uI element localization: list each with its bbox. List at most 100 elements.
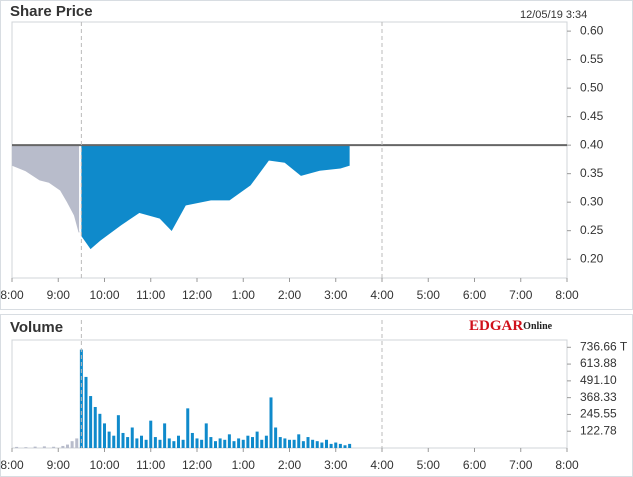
y-tick-label: 491.10 <box>580 373 617 387</box>
x-tick-label: 8:00 <box>555 288 579 302</box>
x-tick-label: 12:00 <box>182 288 212 302</box>
bar <box>338 443 342 448</box>
y-tick-label: 0.60 <box>580 23 604 37</box>
x-tick-label: 8:00 <box>0 458 24 472</box>
x-tick-label: 4:00 <box>370 458 394 472</box>
y-tick-label: 613.88 <box>580 356 617 370</box>
bar <box>232 441 236 448</box>
x-tick-label: 10:00 <box>89 458 119 472</box>
bar <box>297 434 301 448</box>
bar <box>200 439 204 448</box>
bar <box>107 431 111 448</box>
bar <box>260 439 264 448</box>
x-tick-label: 2:00 <box>278 288 302 302</box>
x-tick-label: 11:00 <box>136 458 165 472</box>
bar <box>33 446 37 448</box>
bar <box>93 406 97 448</box>
bar <box>52 446 56 448</box>
y-tick-label: 245.55 <box>580 407 617 421</box>
x-tick-label: 5:00 <box>417 288 441 302</box>
bar <box>126 437 130 448</box>
bar <box>306 437 310 448</box>
bar <box>190 432 194 448</box>
y-tick-label: 0.35 <box>580 166 604 180</box>
bar <box>42 446 46 448</box>
area-fill <box>12 145 80 233</box>
bar <box>334 442 338 448</box>
bar <box>186 408 190 448</box>
bar <box>325 439 328 448</box>
area-line <box>80 159 350 250</box>
bar <box>135 438 139 448</box>
y-tick-label: 736.66 T <box>580 339 628 353</box>
x-tick-label: 6:00 <box>463 458 487 472</box>
x-tick-label: 9:00 <box>47 288 71 302</box>
x-tick-label: 5:00 <box>417 458 441 472</box>
y-tick-label: 122.78 <box>580 423 617 437</box>
area-line <box>11 164 80 233</box>
bar <box>140 435 143 448</box>
bar <box>348 443 352 448</box>
panel-border <box>0 314 633 477</box>
y-tick-label: 0.30 <box>580 194 604 208</box>
logo: EDGAROnline <box>469 318 553 334</box>
x-tick-label: 9:00 <box>47 458 71 472</box>
x-tick-label: 7:00 <box>509 458 533 472</box>
x-tick-label: 10:00 <box>89 288 119 302</box>
bar <box>320 442 324 448</box>
x-tick-label: 12:00 <box>182 458 212 472</box>
bar <box>158 439 162 448</box>
bar <box>153 437 157 448</box>
logo-suffix: Online <box>523 321 552 332</box>
bar <box>103 423 106 448</box>
bar <box>121 432 125 448</box>
bar <box>246 435 250 448</box>
bar <box>61 445 65 448</box>
bar <box>116 415 120 448</box>
bar <box>264 435 268 448</box>
bar <box>255 431 259 448</box>
bar <box>278 437 282 448</box>
bar <box>227 434 231 448</box>
y-tick-label: 0.20 <box>580 251 604 265</box>
bar <box>241 439 245 448</box>
bar <box>269 397 273 448</box>
bar <box>98 413 102 448</box>
chart-title: Volume <box>10 319 63 336</box>
y-tick-label: 0.25 <box>580 223 604 237</box>
y-tick-label: 0.40 <box>580 137 604 151</box>
x-tick-label: 8:00 <box>555 458 579 472</box>
x-tick-label: 7:00 <box>509 288 533 302</box>
x-tick-label: 1:00 <box>232 288 256 302</box>
bar <box>181 439 185 448</box>
bar <box>163 423 167 448</box>
chart-title: Share Price <box>10 3 93 20</box>
bar <box>343 445 347 448</box>
bar <box>144 439 148 448</box>
bar <box>214 441 217 448</box>
bar <box>218 438 222 448</box>
bar <box>251 437 254 448</box>
bar <box>288 439 291 448</box>
x-tick-label: 3:00 <box>324 288 348 302</box>
bar <box>177 435 180 448</box>
bar <box>167 438 171 448</box>
bar <box>149 420 153 448</box>
bar <box>66 444 69 448</box>
bar <box>70 441 74 448</box>
x-tick-label: 8:00 <box>0 288 24 302</box>
bar <box>75 438 79 448</box>
bar <box>130 427 134 448</box>
y-tick-label: 0.45 <box>580 109 604 123</box>
bar <box>237 438 241 448</box>
bar <box>172 441 176 448</box>
bar <box>283 438 287 448</box>
x-tick-label: 4:00 <box>370 288 394 302</box>
bar <box>223 439 227 448</box>
area-fill <box>81 145 350 249</box>
y-tick-label: 0.55 <box>580 52 604 66</box>
bar <box>311 439 315 448</box>
x-tick-label: 2:00 <box>278 458 302 472</box>
bar <box>112 435 116 448</box>
